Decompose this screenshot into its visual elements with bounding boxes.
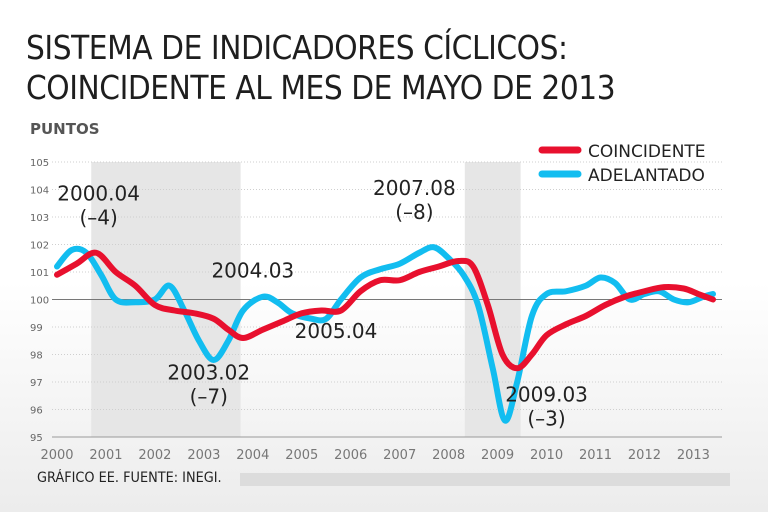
- y-tick-label: 99: [30, 323, 43, 334]
- annotation-sublabel: (–4): [79, 206, 117, 230]
- y-tick-label: 104: [30, 186, 49, 197]
- annotation-label: 2007.08: [373, 176, 456, 200]
- y-tick-label: 97: [30, 378, 43, 389]
- annotation-label: 2004.03: [211, 259, 294, 283]
- y-axis-label: PUNTOS: [30, 120, 100, 138]
- footer-bar: [240, 473, 730, 486]
- annotation-label: 2009.03: [505, 382, 588, 406]
- chart-title: SISTEMA DE INDICADORES CÍCLICOS: COINCID…: [26, 28, 616, 108]
- annotation-label: 2003.02: [167, 360, 250, 384]
- annotation-sublabel: (–3): [527, 406, 565, 430]
- annotation-label: 2005.04: [295, 319, 378, 343]
- x-tick-label: 2013: [677, 448, 710, 463]
- x-tick-label: 2000: [40, 448, 73, 463]
- y-tick-label: 102: [30, 241, 49, 252]
- series-line-coincidente: [54, 249, 716, 372]
- legend-label-adelantado: ADELANTADO: [588, 166, 705, 186]
- y-tick-label: 98: [30, 351, 43, 362]
- x-tick-label: 2003: [187, 448, 220, 463]
- x-tick-label: 2002: [138, 448, 171, 463]
- y-tick-label: 103: [30, 213, 49, 224]
- y-tick-label: 100: [30, 296, 49, 307]
- x-tick-label: 2001: [89, 448, 122, 463]
- x-tick-label: 2012: [628, 448, 661, 463]
- x-tick-label: 2011: [579, 448, 612, 463]
- y-tick-label: 95: [30, 433, 43, 444]
- x-tick-label: 2005: [285, 448, 318, 463]
- source-footer: GRÁFICO EE. FUENTE: INEGI.: [37, 470, 222, 486]
- series-line-adelantado: [54, 244, 716, 424]
- title-line-1: SISTEMA DE INDICADORES CÍCLICOS:: [26, 28, 568, 67]
- x-tick-label: 2009: [481, 448, 514, 463]
- annotation-sublabel: (–8): [395, 200, 433, 224]
- x-tick-label: 2008: [432, 448, 465, 463]
- x-tick-label: 2010: [530, 448, 563, 463]
- annotation-sublabel: (–7): [190, 384, 228, 408]
- x-tick-label: 2006: [334, 448, 367, 463]
- y-tick-label: 101: [30, 268, 49, 279]
- x-tick-label: 2007: [383, 448, 416, 463]
- annotation-label: 2000.04: [57, 182, 140, 206]
- y-tick-label: 105: [30, 158, 49, 169]
- legend-label-coincidente: COINCIDENTE: [588, 142, 706, 162]
- x-tick-label: 2004: [236, 448, 269, 463]
- y-tick-label: 96: [30, 406, 43, 417]
- title-line-2: COINCIDENTE AL MES DE MAYO DE 2013: [26, 68, 616, 107]
